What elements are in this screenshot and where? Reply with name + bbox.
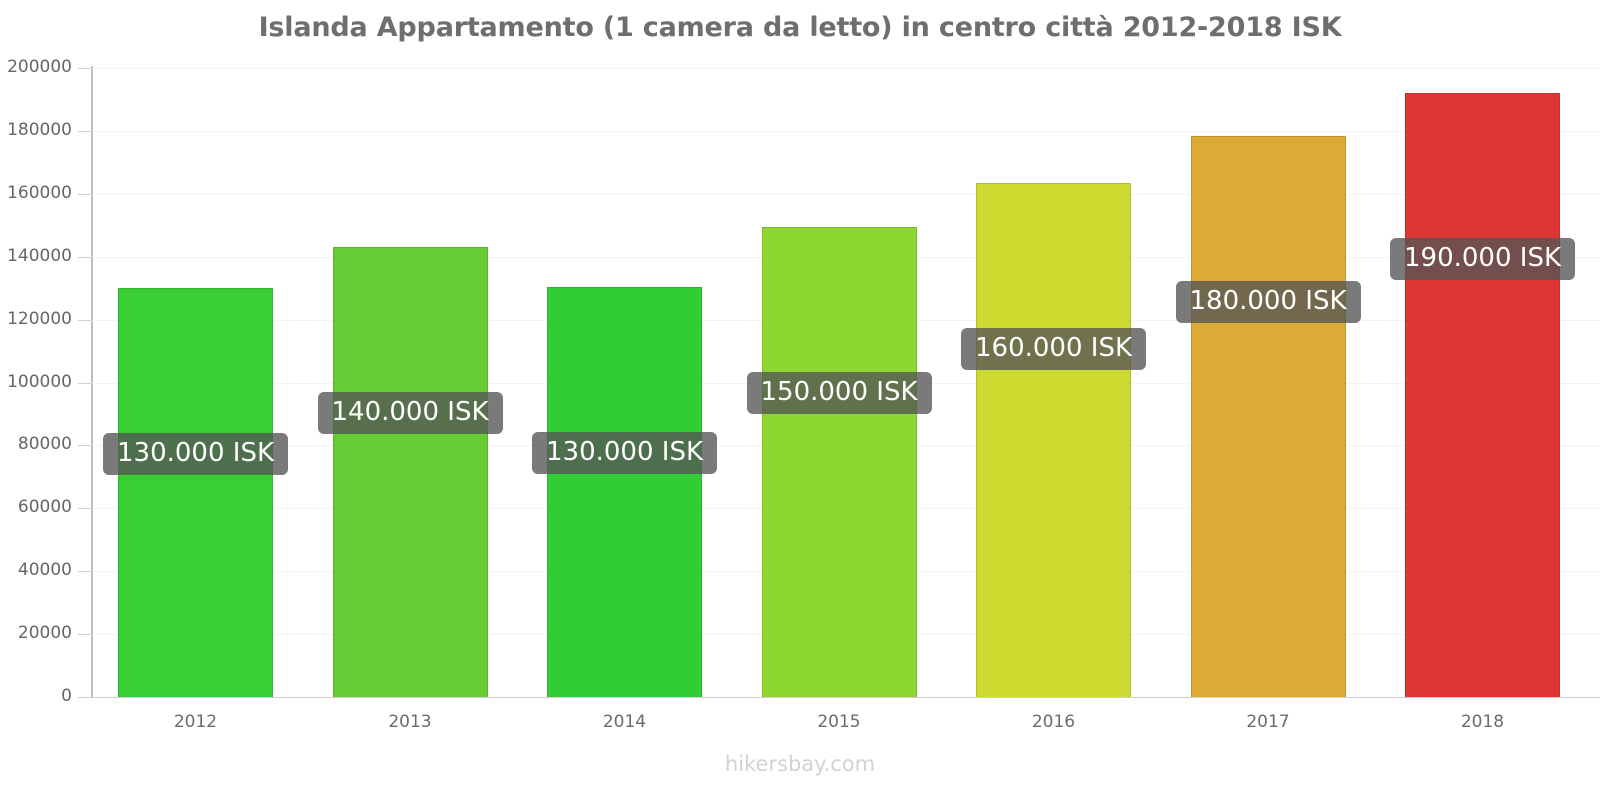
- y-axis-tick-label: 60000: [17, 497, 72, 518]
- bar-2016[interactable]: [976, 182, 1131, 697]
- y-axis-tick-label: 120000: [7, 308, 72, 329]
- y-axis-tick-label: 200000: [7, 57, 72, 77]
- bar-value-label-2014: 130.000 ISK: [532, 431, 718, 474]
- y-axis-tick-label: 40000: [17, 560, 72, 581]
- x-axis-tick-label-2014: 2014: [602, 712, 647, 732]
- footer-watermark: hikersbay.com: [724, 752, 876, 776]
- x-axis-line: [78, 697, 1600, 698]
- y-axis-tick-mark: [78, 697, 91, 698]
- x-axis-tick-label-2012: 2012: [173, 712, 218, 732]
- bar-2017[interactable]: [1190, 135, 1346, 697]
- y-axis-tick-label: 0: [61, 686, 72, 706]
- y-axis-tick-mark: [78, 319, 91, 321]
- x-axis-tick-label-2013: 2013: [388, 712, 432, 732]
- gridline: [92, 193, 1600, 195]
- y-axis-tick-mark: [78, 68, 91, 69]
- y-axis-tick-label: 80000: [17, 434, 72, 455]
- bar-value-label-2016: 160.000 ISK: [961, 327, 1147, 370]
- bar-value-label-2012: 130.000 ISK: [103, 433, 289, 476]
- y-axis-tick-label: 20000: [17, 623, 72, 644]
- y-axis-tick-mark: [78, 445, 91, 447]
- x-axis-tick-label-2015: 2015: [817, 712, 861, 732]
- y-axis-tick-mark: [78, 382, 91, 384]
- plot-area: [92, 68, 1600, 697]
- bar-2013[interactable]: [332, 247, 488, 697]
- y-axis-tick-mark: [78, 634, 91, 636]
- x-axis-tick-label-2016: 2016: [1031, 712, 1076, 732]
- bar-2018[interactable]: [1405, 93, 1560, 697]
- y-axis-tick-mark: [78, 256, 91, 258]
- bar-2012[interactable]: [118, 288, 273, 697]
- gridline: [92, 130, 1600, 132]
- page-title: Islanda Appartamento (1 camera da letto)…: [258, 12, 1342, 43]
- x-axis-tick-label-2017: 2017: [1246, 712, 1290, 732]
- y-axis-tick-mark: [78, 571, 91, 573]
- bar-value-label-2013: 140.000 ISK: [317, 392, 503, 435]
- bar-2014[interactable]: [547, 286, 702, 697]
- y-axis-tick-label: 140000: [7, 245, 72, 266]
- bar-value-label-2018: 190.000 ISK: [1390, 238, 1576, 281]
- y-axis-tick-mark: [78, 508, 91, 510]
- y-axis-tick-label: 180000: [7, 119, 72, 140]
- y-axis-tick-mark: [78, 130, 91, 132]
- y-axis-tick-label: 160000: [7, 182, 72, 203]
- bar-value-label-2015: 150.000 ISK: [746, 371, 932, 414]
- bar-value-label-2017: 180.000 ISK: [1175, 280, 1361, 323]
- x-axis-tick-label-2018: 2018: [1460, 712, 1505, 732]
- y-axis-tick-label: 100000: [7, 371, 72, 392]
- y-axis-tick-mark: [78, 193, 91, 195]
- gridline: [92, 68, 1600, 69]
- y-axis-line: [91, 66, 93, 698]
- bar-2015[interactable]: [761, 226, 917, 697]
